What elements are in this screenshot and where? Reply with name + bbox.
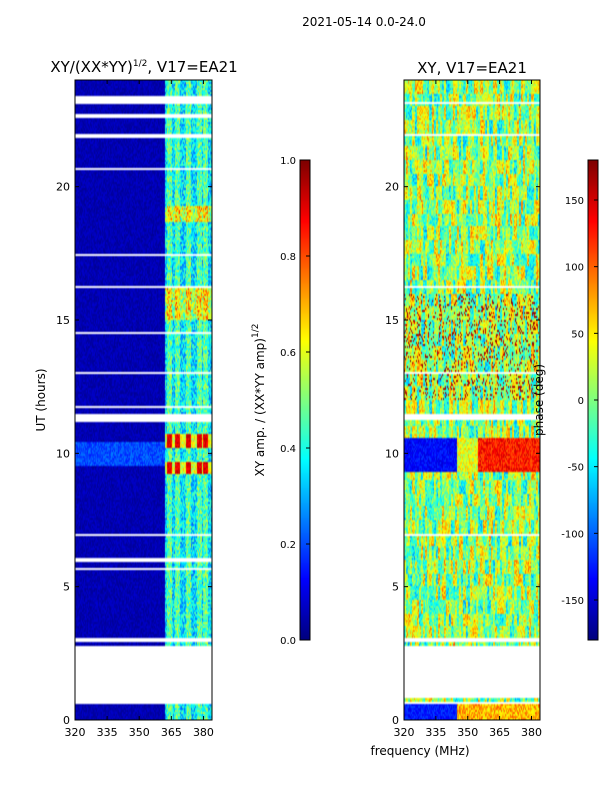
amplitude-colorbar-ticks: 0.0 0.2 0.4 0.6 0.8 1.0 [280, 156, 310, 647]
figure-suptitle: 2021-05-14 0.0-24.0 [302, 15, 426, 29]
colorbar-tick-label: 0.8 [280, 252, 296, 263]
colorbar-tick-label: -50 [568, 463, 584, 474]
y-tick-label: 10 [56, 447, 70, 460]
colorbar-tick-label: 100 [565, 263, 584, 274]
colorbar-tick-label: -100 [561, 529, 584, 540]
x-tick-label: 320 [394, 726, 415, 739]
amplitude-heatmap [75, 80, 212, 720]
x-tick-label: 335 [97, 726, 118, 739]
x-tick-label: 350 [457, 726, 478, 739]
colorbar-tick-label: 1.0 [280, 156, 296, 167]
y-tick-label: 5 [63, 581, 70, 594]
phase-x-ticks: 320 335 350 365 380 [394, 80, 542, 739]
colorbar-tick-label: 0.6 [280, 348, 296, 359]
amplitude-panel: XY/(XX*YY)1/2, V17=EA21 320 335 350 365 380 … [34, 58, 238, 739]
colorbar-tick-label: 0.4 [280, 444, 296, 455]
y-tick-label: 15 [385, 314, 399, 327]
y-tick-label: 15 [56, 314, 70, 327]
phase-heatmap [404, 80, 540, 720]
phase-xlabel: frequency (MHz) [370, 744, 469, 758]
amplitude-y-ticks: 0 5 10 15 20 [56, 181, 212, 727]
amplitude-colorbar: 0.0 0.2 0.4 0.6 0.8 1.0 XY amp. / (XX*YY amp)… [251, 156, 311, 647]
colorbar-tick-label: -150 [561, 596, 584, 607]
phase-y-ticks: 0 5 10 15 20 [385, 181, 540, 727]
phase-title: XY, V17=EA21 [417, 59, 527, 77]
amplitude-colorbar-label: XY amp. / (XX*YY amp)1/2 [251, 324, 267, 477]
phase-colorbar-gradient [588, 160, 598, 640]
x-tick-label: 365 [489, 726, 510, 739]
amplitude-axes-frame [74, 79, 213, 721]
x-tick-label: 365 [161, 726, 182, 739]
colorbar-tick-label: 50 [571, 329, 584, 340]
y-tick-label: 5 [392, 581, 399, 594]
amplitude-x-ticks: 320 335 350 365 380 [65, 80, 214, 739]
amplitude-title: XY/(XX*YY)1/2, V17=EA21 [50, 58, 237, 76]
y-tick-label: 10 [385, 447, 399, 460]
x-tick-label: 350 [129, 726, 150, 739]
phase-colorbar-ticks: -150 -100 -50 0 50 100 150 [561, 196, 598, 607]
phase-colorbar-label: phase (deg) [532, 364, 546, 436]
x-tick-label: 335 [425, 726, 446, 739]
amplitude-ylabel: UT (hours) [34, 368, 48, 431]
phase-panel: XY, V17=EA21 320 335 350 365 380 0 5 10 15 20 fr… [370, 59, 542, 758]
y-tick-label: 20 [385, 181, 399, 194]
x-tick-label: 380 [521, 726, 542, 739]
colorbar-tick-label: 0.0 [280, 636, 296, 647]
y-tick-label: 0 [63, 714, 70, 727]
colorbar-tick-label: 150 [565, 196, 584, 207]
amplitude-colorbar-frame [299, 159, 311, 641]
y-tick-label: 0 [392, 714, 399, 727]
phase-axes-frame [403, 79, 541, 721]
x-tick-label: 320 [65, 726, 86, 739]
y-tick-label: 20 [56, 181, 70, 194]
x-tick-label: 380 [193, 726, 214, 739]
colorbar-tick-label: 0.2 [280, 540, 296, 551]
phase-colorbar: -150 -100 -50 0 50 100 150 phase (deg) [532, 159, 599, 641]
colorbar-tick-label: 0 [578, 396, 584, 407]
amplitude-colorbar-gradient [300, 160, 310, 640]
